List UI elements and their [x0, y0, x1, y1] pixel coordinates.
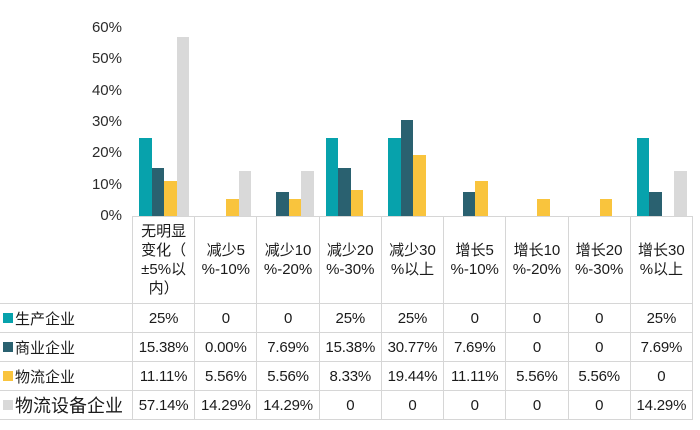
value-cell: 5.56% [195, 362, 258, 391]
series-row-label: 生产企业 [0, 304, 133, 333]
value-cell: 7.69% [444, 333, 507, 362]
value-cell: 0 [506, 304, 569, 333]
value-cell: 11.11% [133, 362, 196, 391]
value-cell: 5.56% [506, 362, 569, 391]
series-row-label: 物流企业 [0, 362, 133, 391]
series-name: 商业企业 [15, 339, 76, 357]
value-cell: 0 [381, 391, 445, 420]
value-cell: 25% [133, 304, 196, 333]
series-name: 物流企业 [15, 368, 76, 386]
value-cell: 7.69% [630, 333, 693, 362]
value-cell: 7.69% [257, 333, 320, 362]
table-header-cell: 减少10 %-20% [257, 216, 320, 304]
value-cell: 0 [568, 304, 631, 333]
value-cell: 19.44% [381, 362, 445, 391]
value-cell: 0 [444, 304, 507, 333]
bar-商业企业-5 [462, 191, 476, 216]
bar-物流企业-0 [164, 181, 177, 216]
value-cell: 8.33% [319, 362, 382, 391]
value-cell: 0 [257, 304, 320, 333]
table-header-cell: 增长10 %-20% [506, 216, 569, 304]
value-cell: 0 [568, 391, 631, 420]
bar-商业企业-0 [151, 167, 165, 216]
table-header-cell: 减少30 %以上 [381, 216, 445, 304]
value-cell: 57.14% [133, 391, 196, 420]
table-header-cell: 减少5 %-10% [195, 216, 258, 304]
value-cell: 0 [195, 304, 258, 333]
series-row-label: 商业企业 [0, 333, 133, 362]
y-tick-label: 50% [91, 50, 122, 68]
value-cell: 25% [381, 304, 445, 333]
legend-swatch [3, 342, 13, 352]
y-tick-label: 10% [91, 175, 122, 193]
table-header-cell: 增长20 %-30% [568, 216, 631, 304]
bar-物流设备企业-0 [176, 36, 190, 216]
legend-swatch [3, 313, 13, 323]
bar-商业企业-2 [276, 191, 289, 216]
table-header-cell: 增长5 %-10% [444, 216, 507, 304]
y-tick-label: 60% [91, 19, 122, 36]
value-cell: 15.38% [133, 333, 196, 362]
value-cell: 0 [506, 391, 569, 420]
y-axis: 60% 50% 40% 30% 20% 10% 0% [0, 0, 122, 224]
bar-商业企业-8 [649, 191, 662, 216]
bar-商业企业-4 [400, 119, 413, 216]
value-cell: 30.77% [381, 333, 445, 362]
value-cell: 25% [319, 304, 382, 333]
bar-物流企业-1 [226, 198, 239, 216]
value-cell: 25% [630, 304, 693, 333]
value-cell: 5.56% [257, 362, 320, 391]
value-cell: 0 [568, 333, 631, 362]
bar-物流企业-7 [599, 198, 613, 216]
table-corner-cell [0, 216, 133, 304]
y-tick-label: 20% [91, 144, 122, 162]
value-cell: 11.11% [444, 362, 507, 391]
bar-物流企业-3 [350, 189, 364, 216]
y-tick-label: 40% [91, 81, 122, 99]
bar-物流企业-2 [288, 198, 302, 216]
value-cell: 15.38% [319, 333, 382, 362]
y-tick-label: 0% [100, 207, 122, 224]
bar-生产企业-8 [636, 137, 650, 216]
bar-物流设备企业-2 [301, 171, 314, 216]
bar-物流设备企业-1 [238, 171, 252, 216]
value-cell: 5.56% [568, 362, 631, 391]
bar-生产企业-3 [325, 137, 339, 216]
value-cell: 0 [506, 333, 569, 362]
value-cell: 0.00% [195, 333, 258, 362]
value-cell: 0 [444, 391, 507, 420]
value-cell: 0 [630, 362, 693, 391]
y-tick-label: 30% [91, 113, 122, 130]
legend-swatch [3, 400, 13, 410]
table-header-cell: 增长30 %以上 [630, 216, 693, 304]
legend-swatch [3, 371, 13, 381]
value-cell: 14.29% [257, 391, 320, 420]
bar-物流设备企业-8 [674, 171, 687, 216]
bar-商业企业-3 [338, 167, 351, 216]
series-row-label: 物流设备企业 [0, 391, 133, 420]
value-cell: 14.29% [630, 391, 693, 420]
value-cell: 0 [319, 391, 382, 420]
bar-物流企业-4 [413, 155, 426, 216]
series-name: 生产企业 [15, 310, 76, 328]
bar-生产企业-0 [139, 137, 152, 216]
value-cell: 14.29% [195, 391, 258, 420]
data-table: 无明显 变化（ ±5%以 内） 减少5 %-10% 减少10 %-20% 减少20 %… [0, 216, 693, 420]
bar-物流企业-5 [475, 181, 488, 216]
plot-area [133, 0, 693, 216]
table-header-cell: 减少20 %-30% [319, 216, 382, 304]
bar-物流企业-6 [537, 198, 550, 216]
bar-生产企业-4 [388, 137, 401, 216]
table-header-cell: 无明显 变化（ ±5%以 内） [133, 216, 196, 304]
series-name: 物流设备企业 [15, 396, 123, 416]
